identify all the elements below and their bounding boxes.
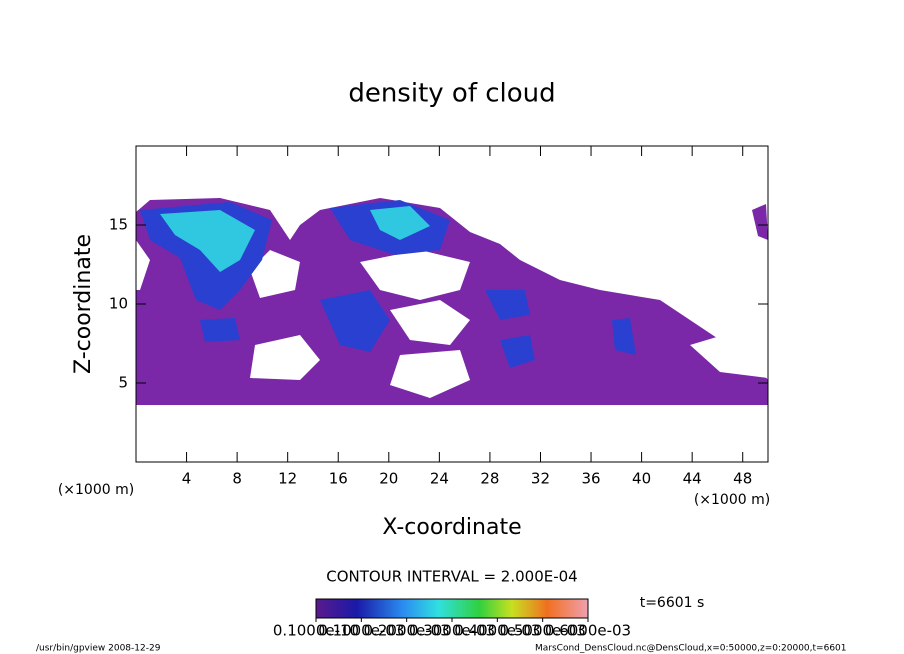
x-tick-label: 8 — [232, 470, 242, 488]
x-axis-label: X-coordinate — [382, 515, 521, 540]
x-tick-label: 32 — [531, 470, 550, 488]
colorbar-tick-label: 0.2000e-03 — [364, 622, 450, 640]
x-tick-label: 20 — [379, 470, 398, 488]
colorbar-tick-label: 0.1000e-10 — [273, 622, 359, 640]
x-tick-label: 48 — [733, 470, 752, 488]
x-unit: (×1000 m) — [58, 482, 134, 498]
y-tick-label: 10 — [109, 295, 128, 313]
y-unit: (×1000 m) — [694, 492, 770, 508]
colorbar-tick-label: 0.4000e-03 — [454, 622, 540, 640]
colorbar — [315, 598, 589, 619]
x-tick-label: 16 — [329, 470, 348, 488]
chart-title: density of cloud — [348, 79, 555, 109]
cloud-field — [136, 198, 768, 405]
x-tick-label: 44 — [683, 470, 702, 488]
x-tick-label: 24 — [430, 470, 449, 488]
y-axis-label: Z-coordinate — [71, 234, 96, 374]
colorbar-tick-label: 0.5000e-03 — [500, 622, 586, 640]
colorbar-tick-label: 0.6000e-03 — [545, 622, 631, 640]
x-tick-label: 12 — [278, 470, 297, 488]
y-tick-label: 15 — [109, 216, 128, 234]
colorbar-tick-label: 0.3000e-03 — [409, 622, 495, 640]
time-label: t=6601 s — [640, 595, 705, 611]
colorbar-tick-label: 0.1000e-03 — [318, 622, 404, 640]
footer-right: MarsCond_DensCloud.nc@DensCloud,x=0:5000… — [535, 644, 847, 654]
x-tick-label: 40 — [632, 470, 651, 488]
y-tick-label: 5 — [118, 374, 128, 392]
x-tick-label: 28 — [480, 470, 499, 488]
contour-note: CONTOUR INTERVAL = 2.000E-04 — [326, 568, 577, 586]
x-tick-label: 36 — [581, 470, 600, 488]
footer-left: /usr/bin/gpview 2008-12-29 — [36, 644, 161, 654]
x-tick-label: 4 — [182, 470, 192, 488]
